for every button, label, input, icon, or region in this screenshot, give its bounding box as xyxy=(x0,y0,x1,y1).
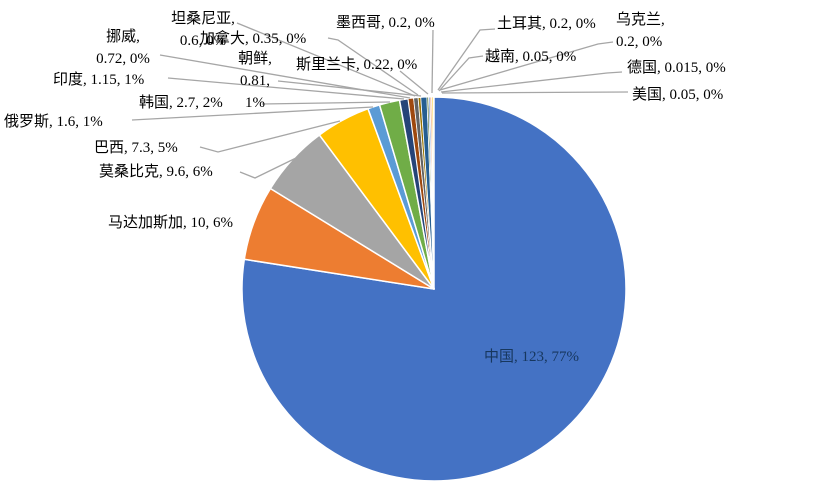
leader-line-brazil xyxy=(199,120,341,153)
leader-line-usa xyxy=(441,91,629,94)
leader-line-north-korea xyxy=(277,80,422,97)
leader-line-russia xyxy=(131,106,374,121)
leader-line-germany xyxy=(440,71,623,93)
leader-line-india xyxy=(167,77,405,100)
leader-line-sri-lanka xyxy=(399,70,429,95)
leader-line-vietnam xyxy=(438,55,484,92)
leader-line-ukraine xyxy=(439,41,614,91)
leader-line-canada xyxy=(327,37,419,96)
leader-line-mozambique xyxy=(239,157,297,179)
leader-line-south-korea xyxy=(261,101,391,105)
leader-line-turkey xyxy=(437,28,496,91)
leader-line-tanzania xyxy=(236,22,416,97)
leader-line-mexico xyxy=(431,29,434,94)
